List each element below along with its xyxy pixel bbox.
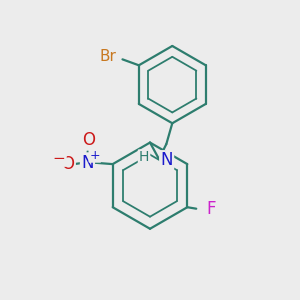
- Text: −: −: [53, 151, 66, 166]
- Text: Br: Br: [100, 50, 116, 64]
- Text: N: N: [81, 154, 94, 172]
- Text: N: N: [160, 152, 173, 169]
- Text: H: H: [139, 150, 149, 164]
- Text: F: F: [207, 200, 216, 218]
- Text: +: +: [89, 149, 100, 162]
- Text: O: O: [61, 155, 75, 173]
- Text: O: O: [82, 131, 95, 149]
